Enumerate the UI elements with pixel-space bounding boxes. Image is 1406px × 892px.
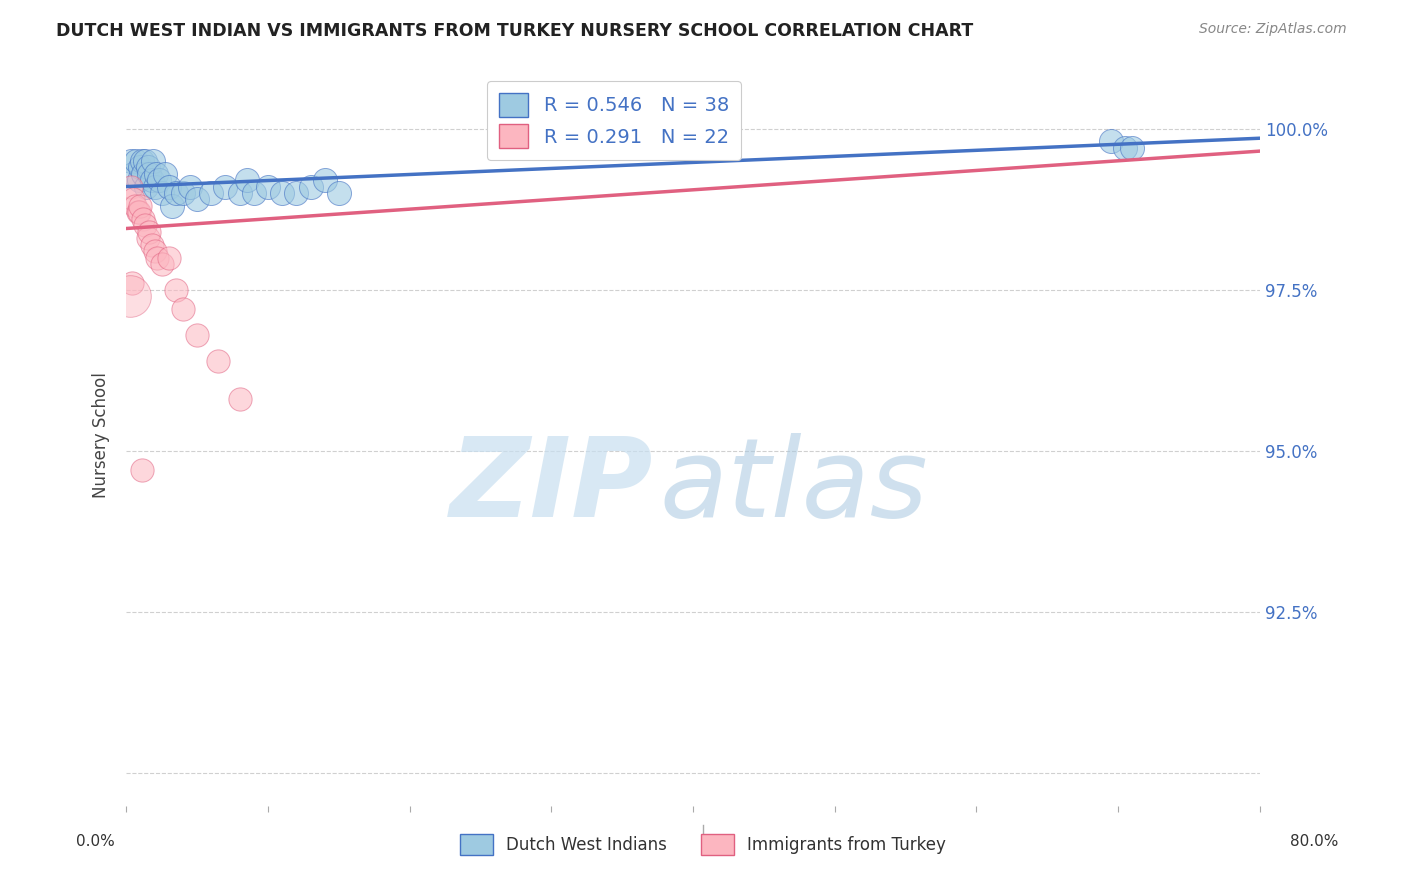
Point (257, 179, 280, 194)
Point (186, 193, 208, 207)
Point (1099, 135, 1122, 149)
Point (128, 173, 150, 187)
Point (143, 179, 166, 194)
Point (1121, 141, 1143, 155)
Point (179, 179, 201, 194)
Point (299, 179, 322, 194)
Point (328, 186, 350, 200)
Point (145, 167, 167, 181)
Point (146, 251, 169, 265)
Point (122, 167, 145, 181)
Text: 80.0%: 80.0% (1291, 834, 1339, 848)
Point (165, 283, 187, 297)
Point (228, 186, 250, 200)
Text: 0.0%: 0.0% (76, 834, 115, 848)
Point (142, 153, 165, 168)
Point (207, 353, 229, 368)
Point (124, 199, 146, 213)
Point (172, 186, 194, 200)
Point (129, 199, 152, 213)
Point (131, 463, 153, 477)
Point (118, 289, 141, 303)
Point (134, 153, 156, 168)
Point (138, 225, 160, 239)
Legend: R = 0.546   N = 38, R = 0.291   N = 22: R = 0.546 N = 38, R = 0.291 N = 22 (488, 81, 741, 160)
Point (1114, 141, 1136, 155)
Point (165, 186, 187, 200)
Text: ZIP: ZIP (450, 434, 654, 541)
Point (148, 173, 170, 187)
Point (200, 186, 222, 200)
Point (135, 179, 157, 194)
Point (150, 257, 173, 271)
Point (128, 205, 150, 219)
Point (160, 199, 183, 213)
Point (157, 251, 180, 265)
Point (132, 167, 155, 181)
Point (136, 231, 159, 245)
Text: atlas: atlas (659, 434, 928, 541)
Point (141, 173, 163, 187)
Point (271, 186, 294, 200)
Point (132, 211, 155, 226)
Point (125, 153, 148, 168)
Point (120, 179, 142, 194)
Point (150, 186, 173, 200)
Point (314, 173, 336, 187)
Point (157, 179, 180, 194)
Point (172, 302, 194, 317)
Point (214, 179, 236, 194)
Point (122, 193, 145, 207)
Point (131, 153, 153, 168)
Point (138, 167, 160, 181)
Point (129, 160, 152, 174)
Point (136, 160, 159, 174)
Point (235, 173, 257, 187)
Point (285, 186, 308, 200)
Point (121, 277, 143, 291)
Point (243, 186, 266, 200)
Point (120, 153, 142, 168)
Point (141, 237, 163, 252)
Y-axis label: Nursery School: Nursery School (93, 372, 110, 498)
Text: DUTCH WEST INDIAN VS IMMIGRANTS FROM TURKEY NURSERY SCHOOL CORRELATION CHART: DUTCH WEST INDIAN VS IMMIGRANTS FROM TUR… (56, 22, 973, 40)
Point (127, 205, 149, 219)
Text: Source: ZipAtlas.com: Source: ZipAtlas.com (1199, 22, 1347, 37)
Point (143, 244, 166, 258)
Point (186, 327, 208, 342)
Legend: Dutch West Indians, Immigrants from Turkey: Dutch West Indians, Immigrants from Turk… (453, 828, 953, 862)
Point (228, 392, 250, 407)
Point (153, 167, 176, 181)
Point (134, 219, 156, 233)
